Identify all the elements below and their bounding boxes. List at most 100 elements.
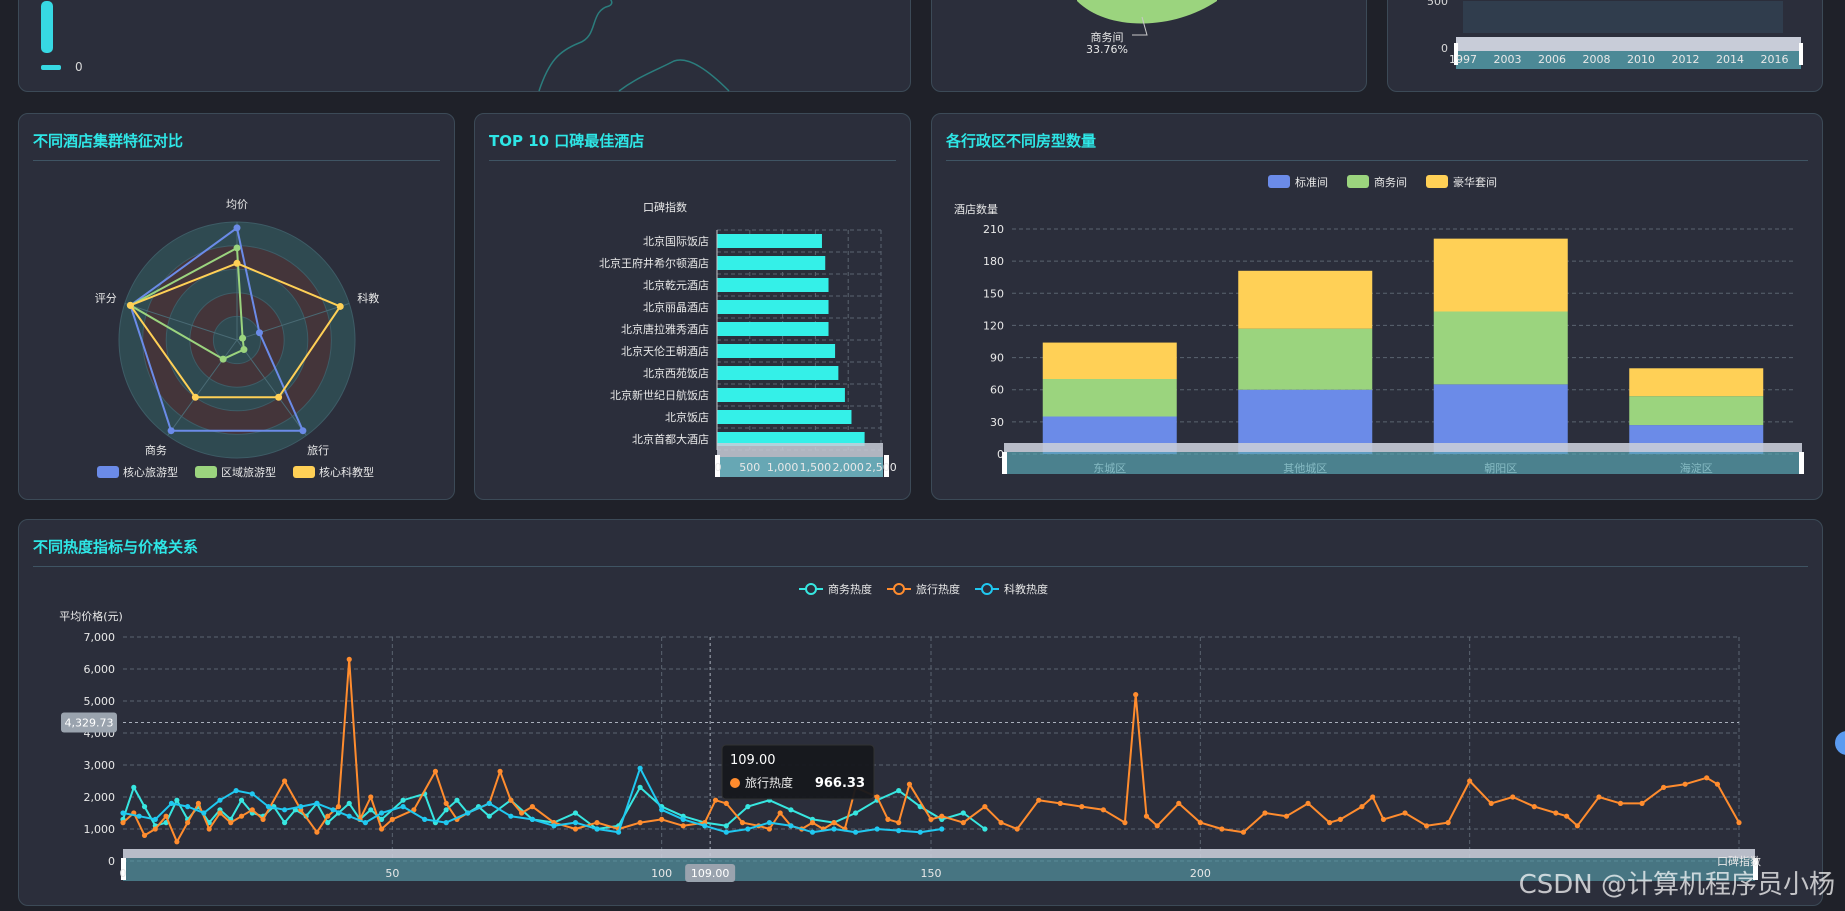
heat-legend-label[interactable]: 科教热度: [1004, 582, 1048, 596]
heat-point[interactable]: [982, 804, 988, 810]
radar-legend-swatch[interactable]: [195, 466, 217, 478]
heat-point[interactable]: [1510, 794, 1516, 800]
top10-bar[interactable]: [717, 366, 839, 380]
heat-point[interactable]: [432, 768, 439, 774]
heat-point[interactable]: [896, 788, 902, 794]
heat-point[interactable]: [1133, 692, 1139, 698]
year-datazoom-handle-right[interactable]: [1799, 43, 1803, 65]
top10-datazoom-handle-right[interactable]: [884, 455, 889, 477]
heat-point[interactable]: [777, 810, 783, 816]
heat-legend-marker[interactable]: [893, 583, 905, 595]
heat-point[interactable]: [637, 784, 643, 790]
heat-point[interactable]: [702, 823, 708, 829]
heat-point[interactable]: [1704, 775, 1710, 781]
top10-bar[interactable]: [717, 344, 836, 358]
top10-bar[interactable]: [717, 432, 865, 446]
heat-point[interactable]: [238, 813, 245, 819]
heat-point[interactable]: [615, 829, 622, 835]
radar-point[interactable]: [191, 393, 199, 401]
heat-point[interactable]: [206, 826, 212, 832]
district-datazoom-track[interactable]: [1004, 443, 1802, 452]
heat-point[interactable]: [874, 826, 880, 832]
heat-point[interactable]: [529, 804, 535, 810]
radar-legend-swatch[interactable]: [293, 466, 315, 478]
heat-point[interactable]: [594, 820, 600, 826]
heat-point[interactable]: [551, 823, 557, 829]
year-datazoom-handle-left[interactable]: [1454, 43, 1458, 65]
heat-point[interactable]: [217, 797, 223, 803]
heat-point[interactable]: [788, 807, 794, 813]
heat-point[interactable]: [282, 820, 288, 826]
heat-point[interactable]: [1445, 820, 1451, 826]
heat-point[interactable]: [572, 810, 579, 816]
year-datazoom-track[interactable]: [1456, 37, 1801, 51]
heat-datazoom-fill[interactable]: [123, 858, 1755, 881]
top10-bar[interactable]: [717, 300, 829, 314]
heat-point[interactable]: [378, 826, 385, 832]
heat-point[interactable]: [723, 800, 729, 806]
heat-legend-label[interactable]: 商务热度: [828, 582, 872, 596]
district-bar-segment[interactable]: [1238, 328, 1373, 390]
heat-point[interactable]: [1531, 804, 1537, 810]
heat-point[interactable]: [260, 816, 266, 822]
heat-point[interactable]: [939, 813, 945, 819]
heat-point[interactable]: [141, 804, 148, 810]
heat-point[interactable]: [680, 823, 686, 829]
top10-bar[interactable]: [717, 322, 829, 336]
heat-point[interactable]: [233, 788, 239, 794]
heat-datazoom-handle-left[interactable]: [121, 858, 126, 880]
heat-point[interactable]: [335, 804, 342, 810]
heat-point[interactable]: [1714, 781, 1721, 787]
heat-point[interactable]: [368, 794, 374, 800]
heat-point[interactable]: [1359, 804, 1365, 810]
heat-point[interactable]: [939, 826, 945, 832]
heat-point[interactable]: [486, 813, 492, 819]
year-datazoom-fill[interactable]: [1456, 51, 1801, 69]
heat-point[interactable]: [723, 823, 729, 829]
heat-point[interactable]: [928, 816, 934, 822]
heat-point[interactable]: [1370, 794, 1376, 800]
district-legend-swatch[interactable]: [1426, 175, 1448, 188]
heat-point[interactable]: [400, 804, 406, 810]
radar-series-line[interactable]: [128, 262, 342, 399]
heat-point[interactable]: [766, 826, 773, 832]
district-bar-segment[interactable]: [1238, 270, 1373, 329]
heat-point[interactable]: [346, 656, 352, 662]
heat-point[interactable]: [174, 839, 180, 845]
heat-point[interactable]: [163, 813, 169, 819]
heat-point[interactable]: [1176, 800, 1182, 806]
district-bar-segment[interactable]: [1433, 238, 1568, 312]
heat-point[interactable]: [1122, 820, 1128, 826]
radar-series-line[interactable]: [128, 246, 246, 361]
heat-point[interactable]: [185, 804, 191, 810]
heat-point[interactable]: [745, 826, 751, 832]
heat-point[interactable]: [249, 791, 255, 797]
district-datazoom-handle-right[interactable]: [1799, 452, 1804, 474]
heat-point[interactable]: [1100, 807, 1106, 813]
heat-point[interactable]: [896, 820, 902, 826]
radar-legend-label[interactable]: 核心旅游型: [123, 465, 178, 479]
radar-point[interactable]: [219, 355, 227, 363]
heat-point[interactable]: [896, 828, 902, 834]
heat-point[interactable]: [131, 784, 137, 790]
heat-point[interactable]: [325, 813, 331, 819]
heat-point[interactable]: [330, 807, 336, 813]
district-legend-swatch[interactable]: [1347, 175, 1369, 188]
district-bar-segment[interactable]: [1433, 384, 1568, 454]
district-legend-swatch[interactable]: [1268, 175, 1290, 188]
heat-point[interactable]: [852, 829, 859, 835]
heat-point[interactable]: [572, 820, 579, 826]
heat-point[interactable]: [788, 823, 794, 829]
heat-point[interactable]: [1682, 781, 1688, 787]
radar-point[interactable]: [240, 346, 248, 354]
heat-point[interactable]: [917, 829, 923, 835]
radar-point[interactable]: [126, 301, 134, 309]
heat-point[interactable]: [1327, 820, 1333, 826]
radar-point[interactable]: [239, 334, 247, 342]
heat-point[interactable]: [1014, 826, 1020, 832]
heat-point[interactable]: [443, 807, 449, 813]
heat-point[interactable]: [249, 807, 255, 813]
heat-datazoom-handle-right[interactable]: [1753, 858, 1758, 880]
radar-legend-swatch[interactable]: [97, 466, 119, 478]
district-bar-segment[interactable]: [1042, 379, 1177, 417]
